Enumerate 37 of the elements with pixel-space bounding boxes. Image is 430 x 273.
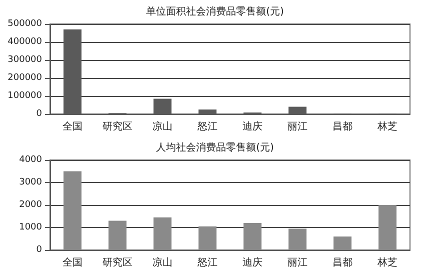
- x-tick-label: 怒江: [196, 120, 218, 132]
- y-tick-label: 0: [36, 245, 42, 255]
- x-tick-label: 全国: [62, 256, 82, 268]
- y-tick-label: 4000: [19, 155, 42, 165]
- bar: [108, 220, 126, 250]
- x-tick-label: 凉山: [152, 256, 172, 268]
- x-tick-label: 昌都: [332, 256, 352, 268]
- chart-title: 人均社会消费品零售额(元): [156, 142, 274, 154]
- y-tick-label: 0: [36, 109, 42, 119]
- x-tick-label: 怒江: [196, 256, 218, 268]
- x-tick-label: 迪庆: [242, 256, 262, 268]
- x-tick-label: 研究区: [102, 256, 132, 268]
- bar: [154, 217, 172, 250]
- y-tick-label: 400000: [8, 37, 42, 47]
- x-tick-label: 林芝: [376, 120, 398, 132]
- x-tick-label: 林芝: [376, 256, 398, 268]
- y-tick-label: 1000: [19, 222, 42, 232]
- y-tick-label: 500000: [8, 19, 42, 29]
- y-tick-label: 200000: [8, 73, 42, 83]
- x-tick-label: 研究区: [102, 120, 132, 132]
- x-tick-label: 丽江: [288, 256, 308, 268]
- chart-title: 单位面积社会消费品零售额(元): [146, 6, 284, 18]
- bar: [244, 223, 262, 250]
- x-tick-label: 迪庆: [242, 120, 262, 132]
- y-tick-label: 2000: [19, 200, 42, 210]
- bar: [198, 226, 216, 250]
- x-tick-label: 全国: [62, 120, 82, 132]
- y-tick-label: 300000: [8, 55, 42, 65]
- x-tick-label: 昌都: [332, 120, 352, 132]
- x-tick-label: 凉山: [152, 120, 172, 132]
- x-tick-label: 丽江: [288, 120, 308, 132]
- bar: [64, 171, 82, 250]
- bar: [334, 236, 352, 250]
- bar: [378, 205, 396, 250]
- bar: [288, 228, 306, 250]
- y-tick-label: 3000: [19, 178, 42, 188]
- y-tick-label: 100000: [8, 91, 42, 101]
